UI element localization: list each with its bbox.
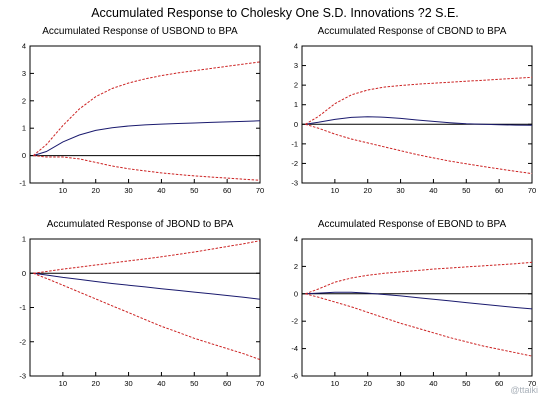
plot-frame-ebond (301, 238, 533, 377)
y-tick-label-cbond: -3 (291, 179, 298, 188)
y-tick-label-ebond: -4 (291, 344, 298, 353)
x-tick-label-cbond: 70 (528, 186, 536, 195)
response-line-ebond (305, 291, 533, 310)
lower-line-jbond (33, 272, 261, 361)
chart-svg-usbond: -1 0 1 2 3 4 10 20 30 40 50 60 70 (19, 42, 264, 196)
y-tick-label-usbond: 4 (22, 42, 26, 51)
y-tick-label-ebond: -2 (291, 317, 298, 326)
x-tick-label-usbond: 70 (256, 186, 264, 195)
y-tick-label-jbond: -2 (19, 337, 26, 346)
x-tick-label-jbond: 70 (256, 379, 264, 388)
x-tick-label-jbond: 40 (157, 379, 165, 388)
response-line-usbond (33, 120, 261, 157)
chart-svg-jbond: -3 -2 -1 0 1 10 20 30 40 50 60 70 (19, 235, 264, 389)
lower-line-usbond (33, 155, 261, 181)
plot-frame-jbond (29, 238, 261, 377)
upper-line-jbond (33, 240, 261, 274)
y-tick-label-ebond: -6 (291, 372, 298, 381)
y-tick-label-usbond: 3 (22, 69, 26, 78)
upper-line-cbond (305, 76, 533, 125)
y-tick-label-jbond: -1 (19, 303, 26, 312)
x-tick-label-usbond: 10 (59, 186, 67, 195)
x-tick-label-ebond: 10 (331, 379, 339, 388)
y-tick-label-jbond: -3 (19, 372, 26, 381)
figure-title: Accumulated Response to Cholesky One S.D… (91, 6, 459, 20)
chart-title-cbond: Accumulated Response of CBOND to BPA (317, 26, 507, 37)
x-tick-label-ebond: 30 (396, 379, 404, 388)
y-tick-label-jbond: 1 (22, 235, 26, 244)
x-tick-label-ebond: 60 (495, 379, 503, 388)
chart-title-usbond: Accumulated Response of USBOND to BPA (42, 26, 238, 37)
y-tick-label-cbond: 3 (294, 61, 298, 70)
x-tick-label-usbond: 20 (92, 186, 100, 195)
chart-panel-usbond: Accumulated Response of USBOND to BPA -1… (10, 26, 270, 211)
y-tick-label-cbond: 1 (294, 100, 298, 109)
x-tick-label-cbond: 30 (396, 186, 404, 195)
x-tick-label-cbond: 20 (364, 186, 372, 195)
y-tick-label-cbond: -1 (291, 139, 298, 148)
x-tick-label-usbond: 50 (190, 186, 198, 195)
y-tick-label-usbond: -1 (19, 179, 26, 188)
lower-line-cbond (305, 123, 533, 175)
chart-panel-cbond: Accumulated Response of CBOND to BPA -3-… (282, 26, 542, 211)
x-tick-label-jbond: 20 (92, 379, 100, 388)
y-tick-label-cbond: 0 (294, 120, 298, 129)
upper-line-usbond (32, 61, 261, 156)
y-tick-label-cbond: -2 (291, 159, 298, 168)
x-tick-label-ebond: 20 (364, 379, 372, 388)
x-tick-label-cbond: 60 (495, 186, 503, 195)
watermark-text: @ttaiki (510, 385, 538, 395)
chart-title-ebond: Accumulated Response of EBOND to BPA (317, 219, 507, 230)
chart-svg-ebond: -6 -4 -2 0 2 4 10 20 30 40 50 60 70 (291, 235, 536, 389)
y-tick-label-jbond: 0 (22, 269, 26, 278)
x-tick-label-cbond: 50 (462, 186, 470, 195)
x-tick-label-ebond: 50 (462, 379, 470, 388)
chart-svg-cbond: -3 -2 -1 0 1 2 3 4 10 20 30 40 50 60 70 (291, 42, 536, 196)
chart-panel-ebond: Accumulated Response of EBOND to BPA -6-… (282, 219, 542, 404)
lower-line-ebond (305, 293, 533, 357)
chart-panel-jbond: Accumulated Response of JBOND to BPA -3-… (10, 219, 270, 404)
x-tick-label-ebond: 70 (528, 379, 536, 388)
x-tick-label-ebond: 40 (429, 379, 437, 388)
x-tick-label-jbond: 60 (223, 379, 231, 388)
x-tick-label-cbond: 40 (429, 186, 437, 195)
upper-line-ebond (305, 261, 533, 295)
y-tick-label-cbond: 4 (294, 42, 298, 51)
x-tick-label-cbond: 10 (331, 186, 339, 195)
y-tick-label-ebond: 2 (294, 262, 298, 271)
chart-title-jbond: Accumulated Response of JBOND to BPA (46, 219, 234, 230)
plot-frame-cbond (301, 45, 533, 184)
x-tick-label-usbond: 30 (124, 186, 132, 195)
y-tick-label-usbond: 0 (22, 151, 26, 160)
y-tick-label-ebond: 4 (294, 235, 298, 244)
y-tick-label-usbond: 1 (22, 124, 26, 133)
response-line-jbond (33, 272, 261, 300)
y-tick-label-ebond: 0 (294, 289, 298, 298)
x-tick-label-jbond: 50 (190, 379, 198, 388)
x-tick-label-usbond: 40 (157, 186, 165, 195)
plot-frame-usbond (29, 45, 261, 184)
response-line-cbond (305, 116, 533, 126)
y-tick-label-usbond: 2 (22, 96, 26, 105)
y-tick-label-cbond: 2 (294, 81, 298, 90)
x-tick-label-jbond: 10 (59, 379, 67, 388)
x-tick-label-usbond: 60 (223, 186, 231, 195)
x-tick-label-jbond: 30 (124, 379, 132, 388)
